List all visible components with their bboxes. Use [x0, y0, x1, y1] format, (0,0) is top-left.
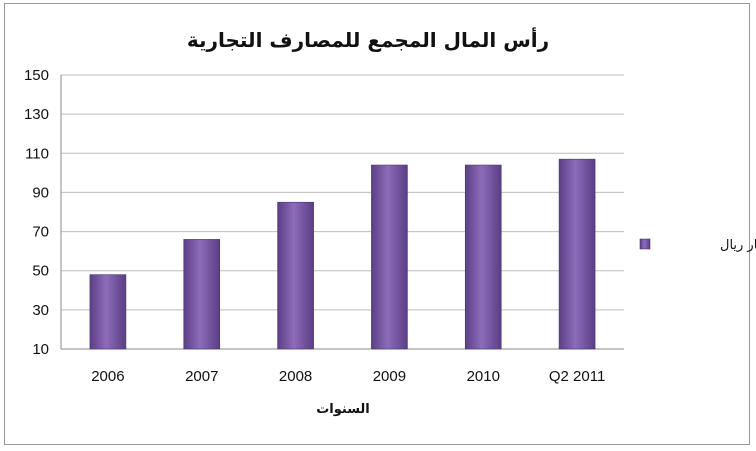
x-tick-label: 2010 — [467, 368, 500, 385]
x-tick-label: 2006 — [91, 368, 124, 385]
y-tick-label: 110 — [25, 145, 49, 162]
bar-2007 — [183, 239, 221, 350]
y-tick-label: 50 — [32, 263, 49, 280]
gridlines — [60, 74, 624, 350]
x-axis-ticks: 2006 2007 2008 2009 2010 Q2 2011 — [91, 368, 605, 385]
y-tick-label: 90 — [32, 184, 49, 201]
y-tick-label: 70 — [32, 224, 49, 241]
x-tick-label: Q2 2011 — [549, 368, 605, 385]
x-tick-label: 2009 — [373, 368, 406, 385]
y-axis-ticks: 10 30 50 70 90 110 130 150 — [24, 67, 49, 358]
bar-q2-2011 — [558, 158, 596, 350]
y-tick-label: 150 — [24, 67, 49, 84]
y-tick-label: 30 — [32, 302, 49, 319]
bars — [89, 158, 596, 350]
bar-2010 — [464, 164, 502, 350]
legend: مليار ريال — [639, 238, 756, 253]
y-tick-label: 130 — [24, 106, 49, 123]
bar-2006 — [89, 274, 127, 350]
legend-label-series-0: مليار ريال — [720, 238, 756, 253]
x-tick-label: 2007 — [185, 368, 218, 385]
y-tick-label: 10 — [32, 341, 49, 358]
bar-2009 — [371, 164, 408, 350]
legend-swatch — [639, 238, 651, 250]
x-axis-label: السنوات — [316, 402, 370, 417]
x-tick-label: 2008 — [279, 368, 312, 385]
bar-2008 — [277, 201, 314, 350]
chart-title: رأس المال المجمع للمصارف التجارية — [187, 26, 549, 52]
